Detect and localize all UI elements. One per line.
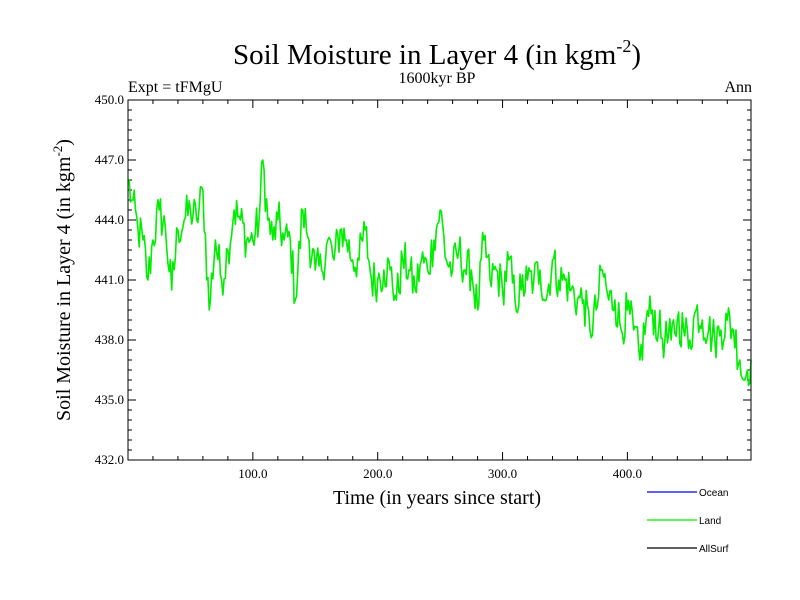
- chart-subtitle: 1600kyr BP: [399, 70, 476, 87]
- y-tick-label: 435.0: [95, 392, 124, 407]
- legend-label-ocean: Ocean: [699, 488, 728, 499]
- legend-label-land: Land: [699, 516, 721, 527]
- y-axis-label: Soil Moisture in Layer 4 (in kgm-2): [50, 139, 75, 421]
- legend-label-allsurf: AllSurf: [699, 544, 729, 555]
- x-tick-label: 400.0: [613, 466, 642, 481]
- x-axis-label: Time (in years since start): [333, 487, 541, 509]
- y-tick-label: 447.0: [95, 152, 124, 167]
- experiment-label: Expt = tFMgU: [128, 79, 223, 96]
- x-tick-label: 300.0: [488, 466, 517, 481]
- y-tick-label: 450.0: [95, 92, 124, 107]
- x-tick-label: 100.0: [238, 466, 267, 481]
- y-tick-label: 441.0: [95, 272, 124, 287]
- x-tick-label: 200.0: [363, 466, 392, 481]
- y-tick-label: 432.0: [95, 452, 124, 467]
- y-tick-label: 444.0: [95, 212, 124, 227]
- chart-title: Soil Moisture in Layer 4 (in kgm-2): [233, 36, 641, 71]
- season-label: Ann: [724, 79, 752, 96]
- y-tick-label: 438.0: [95, 332, 124, 347]
- series-line-land: [127, 159, 752, 387]
- plot-frame: [127, 99, 752, 461]
